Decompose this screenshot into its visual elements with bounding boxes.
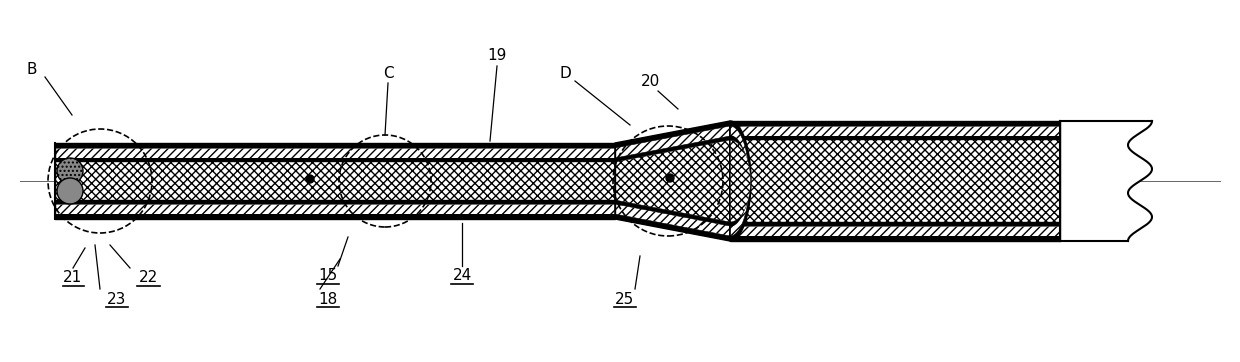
Bar [55, 214, 615, 219]
Text: 19: 19 [487, 49, 507, 63]
Polygon shape [615, 204, 730, 236]
Bar [730, 222, 1060, 226]
Text: 20: 20 [640, 73, 660, 88]
Bar [730, 121, 1060, 241]
Polygon shape [615, 121, 730, 148]
Bar [730, 140, 1060, 222]
Polygon shape [730, 121, 751, 241]
Bar [55, 148, 615, 158]
Polygon shape [615, 200, 730, 226]
Polygon shape [615, 136, 730, 162]
Polygon shape [615, 140, 730, 222]
Bar [55, 204, 615, 214]
Text: 23: 23 [108, 291, 126, 307]
Polygon shape [615, 126, 730, 158]
Polygon shape [730, 136, 748, 226]
Bar [730, 126, 1060, 136]
Polygon shape [615, 214, 730, 241]
Text: C: C [383, 66, 393, 80]
Text: D: D [559, 66, 570, 80]
Text: 18: 18 [319, 291, 337, 307]
Circle shape [666, 174, 675, 182]
Bar [55, 143, 615, 148]
Polygon shape [730, 126, 749, 236]
Bar [730, 226, 1060, 236]
Text: 24: 24 [453, 269, 471, 283]
Bar [55, 158, 615, 162]
Bar [55, 162, 615, 200]
Bar [55, 200, 615, 204]
Bar [730, 136, 1060, 140]
Bar [55, 143, 615, 219]
Text: 25: 25 [615, 291, 635, 307]
Text: 21: 21 [63, 270, 83, 286]
Circle shape [57, 158, 83, 184]
Bar [730, 121, 1060, 126]
Text: 15: 15 [319, 269, 337, 283]
Circle shape [306, 175, 314, 183]
Bar [730, 236, 1060, 241]
Polygon shape [730, 140, 750, 222]
Bar [1060, 121, 1140, 241]
Circle shape [57, 178, 83, 204]
Text: 22: 22 [139, 270, 157, 286]
Text: B: B [27, 62, 37, 76]
